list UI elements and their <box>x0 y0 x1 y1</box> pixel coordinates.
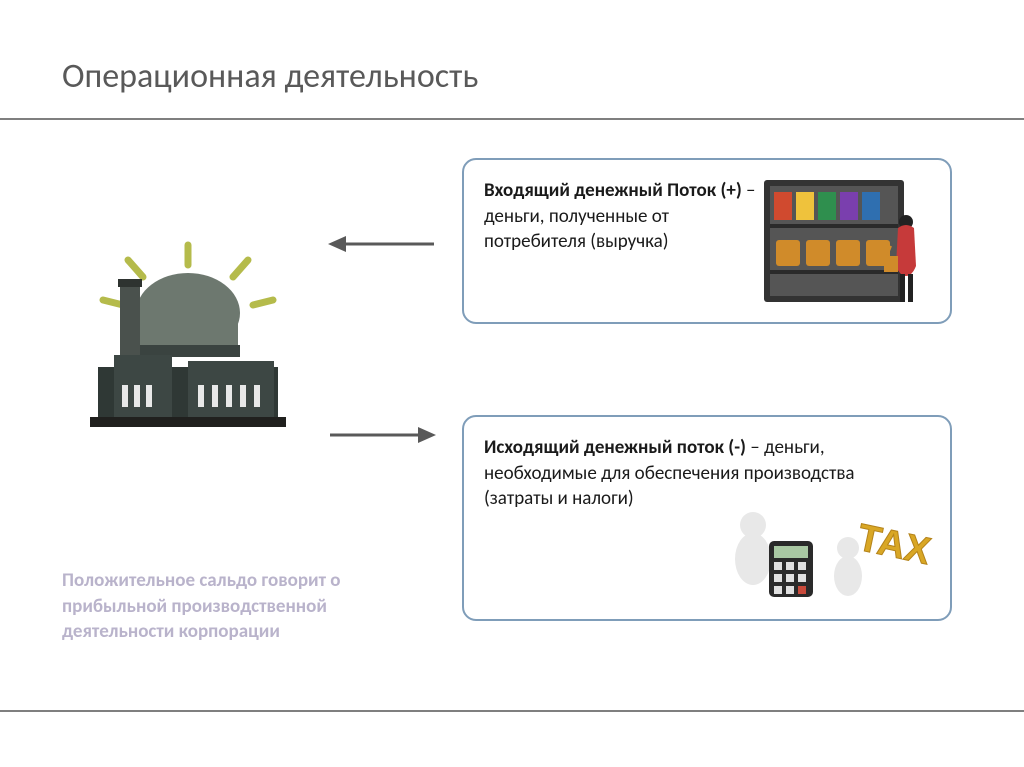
card-outgoing-text: Исходящий денежный поток (-) – деньги, н… <box>484 435 904 512</box>
svg-text:TAX: TAX <box>854 517 934 573</box>
calculator-icon <box>725 507 820 607</box>
divider-top <box>0 118 1024 120</box>
factory-icon <box>68 235 308 435</box>
page-title: Операционная деятельность <box>62 56 478 97</box>
divider-bottom <box>0 710 1024 712</box>
card-incoming-bold: Входящий денежный Поток (+) <box>484 179 742 202</box>
card-incoming: Входящий денежный Поток (+) – деньги, по… <box>462 158 952 324</box>
card-outgoing-bold: Исходящий денежный поток (-) <box>484 436 746 459</box>
tax-icon: TAX <box>824 502 934 602</box>
footer-note: Положительное сальдо говорит о прибыльно… <box>62 568 402 645</box>
shopper-icon <box>762 178 932 308</box>
arrow-outgoing-icon <box>322 415 442 455</box>
slide: Операционная деятельность <box>0 0 1024 767</box>
card-incoming-text: Входящий денежный Поток (+) – деньги, по… <box>484 178 764 255</box>
arrow-incoming-icon <box>322 224 442 264</box>
card-outgoing: Исходящий денежный поток (-) – деньги, н… <box>462 415 952 621</box>
